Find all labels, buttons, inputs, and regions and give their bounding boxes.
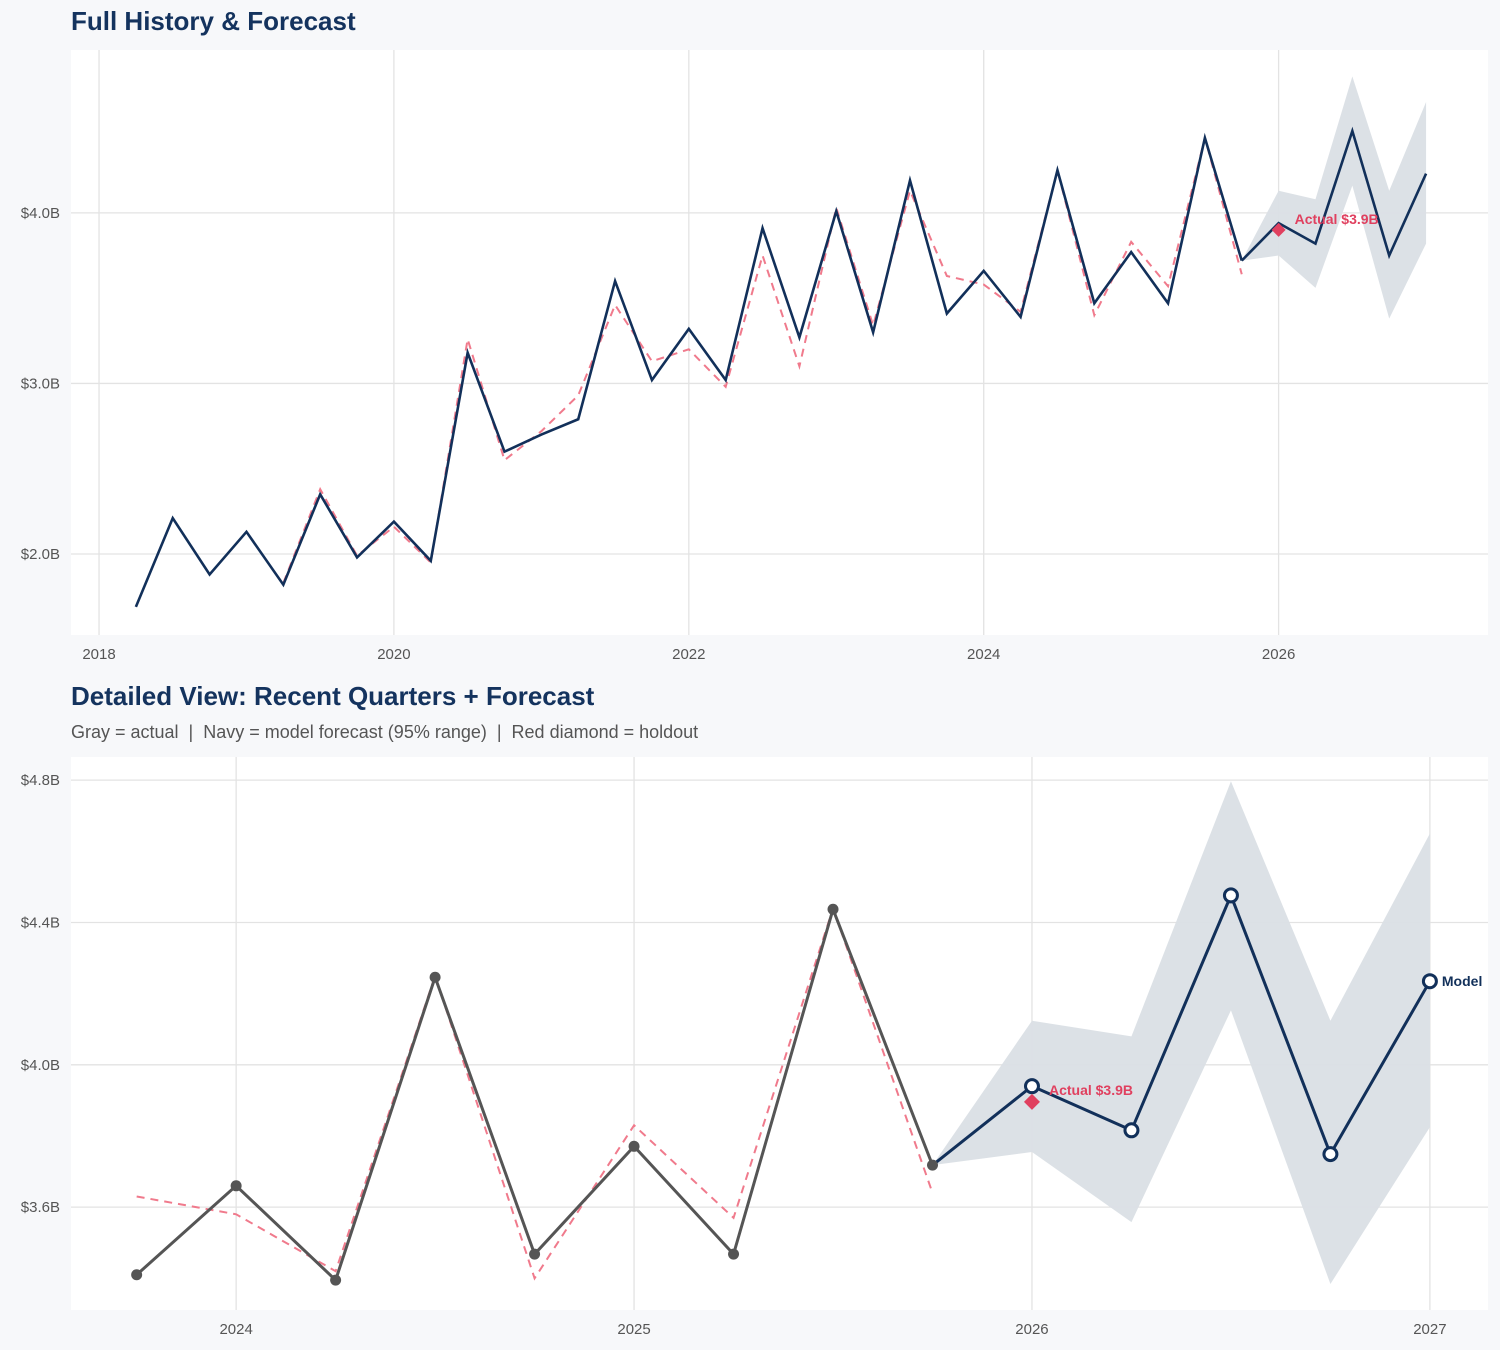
y-tick-label: $4.4B [21,914,60,931]
top-chart-title: Full History & Forecast [71,6,356,36]
y-tick-label: $2.0B [21,546,60,563]
y-tick-label: $4.0B [21,205,60,222]
holdout-diamond [1271,222,1286,237]
x-tick-label: 2025 [617,1321,650,1338]
forecast-point [1023,1078,1040,1095]
x-tick-label: 2020 [377,646,410,663]
bottom-chart-subtitle: Gray = actual | Navy = model forecast (9… [71,722,699,742]
y-tick-label: $3.6B [21,1199,60,1216]
x-tick-label: 2026 [1262,646,1295,663]
actual-point [429,971,441,983]
x-tick-label: 2024 [219,1321,252,1338]
fitted-line [136,905,934,1281]
chart-0: 2018 2020 2022 2024 2026 $2.0B $3.0B $4.0B Actua… [21,50,1488,663]
actual-point [330,1274,342,1286]
y-tick-label: $4.0B [21,1057,60,1074]
actual-point [927,1159,939,1171]
actual-point [628,1140,640,1152]
holdout-label: Actual $3.9B [1295,211,1379,227]
holdout-diamond [1023,1093,1040,1110]
x-tick-label: 2027 [1413,1321,1446,1338]
y-tick-label: $3.0B [21,375,60,392]
forecast-95-band [1241,76,1427,319]
actual-point [529,1248,541,1260]
actual-line [134,132,1244,608]
y-tick-label: $4.8B [21,772,60,789]
actual-point [827,903,839,915]
actual-point [131,1269,143,1281]
forecast-point [1322,1146,1339,1163]
forecast-95-band [932,781,1430,1285]
forecast-point [1222,887,1239,904]
actual-point [230,1180,242,1192]
plot-area [71,50,1488,635]
actual-point [728,1248,740,1260]
x-tick-label: 2026 [1015,1321,1048,1338]
forecast-point [1421,973,1438,990]
forecast-line [931,891,1432,1167]
holdout-label: Actual $3.9B [1049,1082,1133,1098]
x-tick-label: 2022 [672,646,705,663]
model-end-label: Model [1442,973,1482,989]
forecast-point [1123,1122,1140,1139]
chart-1: 2024 2025 2026 2027 $3.6B $4.0B $4.4B $4.8B Mode… [21,757,1488,1338]
bottom-chart-title: Detailed View: Recent Quarters + Forecas… [71,681,595,711]
x-tick-label: 2018 [82,646,115,663]
x-tick-label: 2024 [967,646,1000,663]
